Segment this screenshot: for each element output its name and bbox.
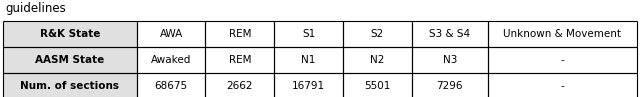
Bar — [3, 21, 137, 47]
Bar — [3, 47, 137, 73]
Bar — [488, 21, 637, 47]
Bar — [343, 21, 412, 47]
Text: AASM State: AASM State — [35, 55, 104, 65]
Bar — [137, 73, 205, 97]
Text: guidelines: guidelines — [5, 2, 66, 15]
Bar — [3, 73, 137, 97]
Text: -: - — [561, 55, 564, 65]
Text: Unknown & Movement: Unknown & Movement — [504, 29, 621, 39]
Bar — [205, 21, 274, 47]
Bar — [137, 21, 205, 47]
Bar — [343, 47, 412, 73]
Text: REM: REM — [228, 55, 251, 65]
Bar — [412, 73, 488, 97]
Bar — [274, 47, 343, 73]
Bar — [274, 21, 343, 47]
Text: N3: N3 — [443, 55, 457, 65]
Bar — [205, 73, 274, 97]
Text: S1: S1 — [302, 29, 315, 39]
Bar — [412, 47, 488, 73]
Text: N2: N2 — [370, 55, 385, 65]
Bar — [488, 47, 637, 73]
Text: REM: REM — [228, 29, 251, 39]
Text: N1: N1 — [301, 55, 316, 65]
Bar — [205, 47, 274, 73]
Text: S2: S2 — [371, 29, 384, 39]
Text: 68675: 68675 — [155, 81, 188, 91]
Bar — [488, 73, 637, 97]
Text: 16791: 16791 — [292, 81, 325, 91]
Text: Awaked: Awaked — [151, 55, 191, 65]
Bar — [274, 73, 343, 97]
Text: 5501: 5501 — [364, 81, 390, 91]
Text: 2662: 2662 — [227, 81, 253, 91]
Text: -: - — [561, 81, 564, 91]
Bar — [412, 21, 488, 47]
Text: R&K State: R&K State — [40, 29, 100, 39]
Text: 7296: 7296 — [436, 81, 463, 91]
Bar — [137, 47, 205, 73]
Text: AWA: AWA — [159, 29, 183, 39]
Text: Num. of sections: Num. of sections — [20, 81, 120, 91]
Text: S3 & S4: S3 & S4 — [429, 29, 470, 39]
Bar — [343, 73, 412, 97]
